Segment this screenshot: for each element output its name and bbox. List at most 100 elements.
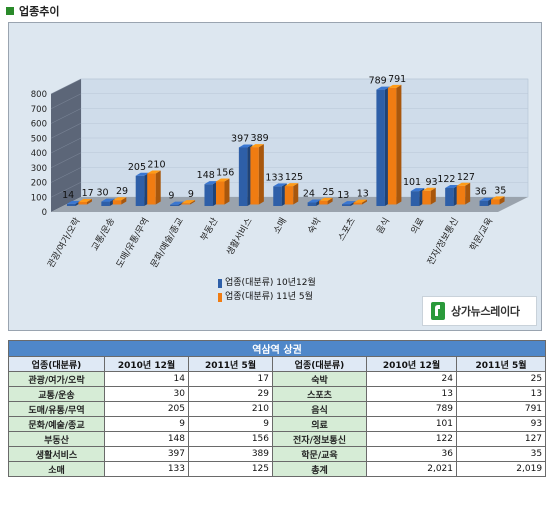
data-label: 122 [437, 174, 455, 185]
y-tick-label: 500 [31, 134, 47, 144]
gridline [50, 108, 82, 124]
bar-top [181, 200, 196, 204]
data-label: 13 [357, 189, 369, 200]
table-caption: 역삼역 상권 [7, 340, 547, 357]
data-label: 9 [168, 191, 174, 202]
bar-side [155, 170, 161, 205]
bar [66, 203, 76, 206]
bar [456, 185, 466, 205]
bar-top [238, 144, 253, 148]
value-cell: 125 [188, 461, 273, 477]
legend-label: 업종(대분류) 10년12월 [225, 278, 316, 288]
y-tick-label: 800 [31, 90, 47, 100]
table-row: 생활서비스 397 389 학문/교육 36 35 [8, 446, 547, 462]
section-header: 업종추이 [6, 3, 59, 19]
x-tick-label: 부동산 [198, 216, 220, 243]
data-label: 30 [97, 188, 109, 199]
data-label: 389 [251, 133, 269, 144]
bar [479, 200, 489, 206]
data-label: 148 [197, 170, 215, 181]
bar-top [422, 187, 436, 191]
value-cell: 30 [104, 386, 189, 402]
bar [319, 200, 328, 205]
data-label: 29 [116, 186, 128, 197]
y-tick-label: 600 [31, 120, 47, 130]
bar-top [170, 201, 184, 205]
gridline [50, 93, 82, 110]
value-cell: 93 [455, 416, 547, 432]
x-tick-label: 교통/운송 [90, 216, 118, 253]
y-tick-label: 700 [31, 105, 47, 115]
bar-top [204, 181, 218, 185]
bar-side [327, 197, 333, 205]
value-cell: 29 [188, 386, 273, 402]
bar-top [387, 84, 402, 88]
bar-side [121, 197, 127, 205]
x-tick-label: 문화/예술/종교 [149, 216, 186, 270]
bar-top [66, 200, 81, 204]
bar-top [78, 198, 92, 202]
value-cell: 789 [366, 401, 457, 417]
bar [422, 190, 431, 205]
x-tick-label: 학문/교육 [468, 216, 496, 253]
y-tick-label: 100 [31, 193, 47, 203]
y-tick-label: 200 [31, 179, 47, 189]
brand-logo: 상가뉴스레이다 [422, 296, 537, 326]
category-cell: 교통/운송 [8, 386, 105, 402]
table-row: 부동산 148 156 전자/정보통신 122 127 [8, 431, 547, 447]
bar-top [353, 199, 368, 203]
y-tick-label: 300 [31, 164, 47, 174]
table-row: 도매/유통/무역 205 210 음식 789 791 [8, 401, 547, 417]
data-label: 35 [494, 185, 506, 196]
bar-top [284, 183, 299, 187]
bar-top [250, 144, 264, 148]
bar [204, 184, 213, 206]
bar [135, 175, 145, 206]
x-tick-label: 숙박 [306, 216, 324, 236]
bar-side [224, 178, 230, 205]
bar-top [376, 86, 390, 90]
bar-top [410, 188, 425, 192]
legend-swatch-icon [218, 278, 222, 288]
data-label: 125 [285, 172, 303, 183]
table-header-cell: 2011년 5월 [188, 356, 273, 372]
category-cell: 소매 [8, 461, 105, 477]
value-cell: 101 [366, 416, 457, 432]
gridline [50, 78, 82, 95]
bar-top [147, 170, 161, 174]
bar-top [491, 196, 505, 200]
bar [353, 202, 363, 205]
x-tick-label: 도매/유통/무역 [114, 216, 151, 270]
bar-top [101, 198, 115, 202]
chart-panel: 0 100 200 300 400 500 600 700 800 14 17 관광/여가/오락 30 2… [8, 22, 542, 331]
value-cell: 156 [188, 431, 273, 447]
bar [410, 191, 420, 206]
x-tick-label: 스포츠 [336, 216, 358, 243]
chart-legend: 업종(대분류) 10년12월 업종(대분류) 11년 5월 [218, 276, 316, 304]
bar [491, 199, 500, 205]
value-cell: 13 [455, 386, 547, 402]
category-cell: 총계 [272, 461, 367, 477]
bar-top [479, 197, 494, 201]
data-label: 127 [457, 172, 475, 183]
bar [387, 87, 397, 205]
bar [181, 203, 191, 205]
table-header-cell: 2011년 5월 [455, 356, 547, 372]
category-cell: 스포츠 [272, 386, 367, 402]
x-tick-label: 관광/여가/오락 [45, 216, 83, 270]
data-label: 101 [403, 177, 421, 188]
data-label: 133 [265, 172, 283, 183]
bar-top [215, 178, 230, 182]
table-row: 소매 133 125 총계 2,021 2,019 [8, 461, 547, 477]
value-cell: 14 [104, 371, 189, 387]
bar [112, 200, 122, 205]
value-cell: 122 [366, 431, 457, 447]
value-cell: 24 [366, 371, 457, 387]
table-header-cell: 2010년 12월 [366, 356, 457, 372]
bar [445, 188, 454, 206]
data-label: 156 [216, 167, 234, 178]
category-cell: 관광/여가/오락 [8, 371, 105, 387]
bar-side [190, 200, 196, 205]
bar [147, 173, 156, 205]
bar [78, 201, 87, 205]
